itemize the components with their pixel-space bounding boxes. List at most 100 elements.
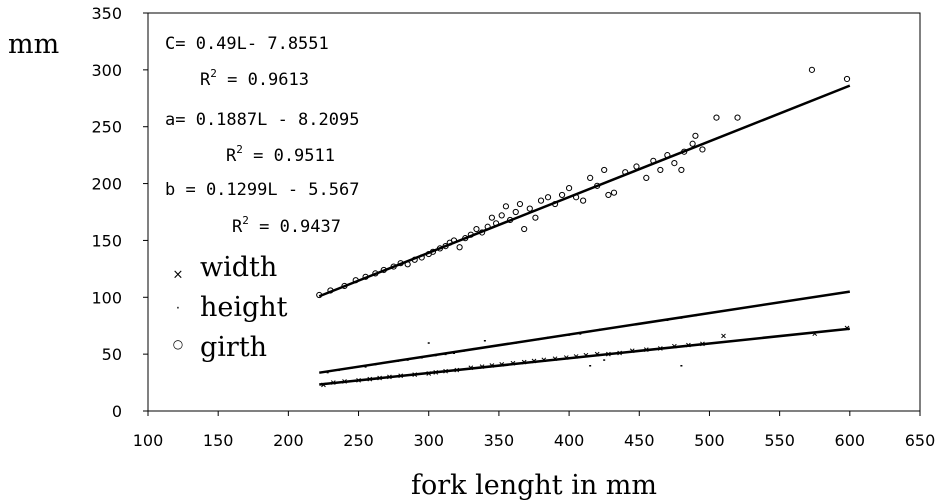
height-point	[610, 327, 613, 329]
girth-point	[713, 114, 720, 121]
width-point	[541, 357, 547, 363]
girth-point	[404, 261, 411, 268]
girth-point	[521, 225, 528, 233]
width-point	[387, 374, 392, 380]
height-point	[624, 325, 627, 327]
girth-point	[467, 231, 474, 238]
height-point	[483, 346, 486, 349]
girth-point	[429, 248, 437, 255]
girth-point	[502, 203, 510, 210]
height-point	[364, 366, 367, 368]
width-point-stroke	[367, 376, 373, 382]
width-point	[377, 375, 382, 381]
girth-point	[843, 75, 851, 83]
girth-point	[478, 229, 486, 236]
girth-point	[544, 194, 552, 201]
width-point-stroke	[563, 355, 569, 360]
girth-point	[512, 208, 519, 216]
girth-point	[580, 197, 587, 204]
girth-point	[450, 237, 458, 244]
equation-height-text: a= 0.1887L - 8.2095	[165, 110, 359, 130]
girth-point	[681, 148, 688, 155]
y-tick-label: 350	[91, 4, 122, 23]
height-point	[434, 354, 437, 357]
width-point-stroke	[657, 346, 663, 351]
girth-point	[622, 169, 629, 176]
x-tick-label: 450	[624, 431, 655, 450]
girth-point	[380, 266, 387, 274]
height-point	[603, 359, 606, 361]
width-point	[489, 363, 495, 368]
equation-height: a= 0.1887L - 8.2095 R2 = 0.9511	[165, 110, 359, 166]
width-point-stroke	[521, 359, 527, 365]
width-point	[412, 372, 418, 377]
height-point	[652, 320, 655, 323]
height-point	[525, 339, 528, 342]
width-point	[443, 368, 448, 374]
height-point	[462, 350, 465, 352]
width-point	[367, 376, 373, 382]
girth-point	[565, 185, 573, 192]
height-point	[598, 328, 601, 331]
height-point	[326, 371, 329, 374]
width-point	[479, 364, 485, 370]
y-tick-label: 0	[112, 402, 122, 421]
girth-point	[664, 152, 671, 159]
legend-width-marker: ×	[173, 268, 184, 283]
girth-point	[418, 254, 425, 261]
width-point	[721, 333, 726, 339]
width-point-stroke	[398, 373, 404, 379]
x-tick-label: 400	[554, 431, 585, 450]
width-point-stroke	[643, 347, 649, 352]
width-point	[342, 379, 347, 384]
width-point	[672, 343, 677, 349]
girth-point	[671, 160, 678, 167]
width-point	[643, 347, 649, 352]
y-tick-label: 50	[102, 345, 122, 364]
width-point-stroke	[721, 333, 726, 339]
width-point-stroke	[433, 369, 439, 375]
girth-point	[537, 197, 545, 204]
width-point	[812, 331, 818, 337]
legend: × width · height ○ girth	[173, 252, 288, 363]
girth-point	[657, 166, 664, 174]
height-point	[337, 369, 340, 372]
girth-point	[601, 166, 608, 174]
equation-girth-text: C= 0.49L- 7.8551	[165, 34, 329, 54]
girth-trendline	[318, 84, 851, 298]
girth-point	[372, 270, 379, 277]
x-axis-title: fork lenght in mm	[411, 470, 657, 501]
girth-point	[462, 235, 469, 242]
equation-width-text: b = 0.1299L - 5.567	[165, 180, 359, 200]
legend-height-label: height	[200, 292, 288, 323]
width-point-stroke	[454, 367, 460, 373]
width-point-stroke	[510, 360, 516, 366]
x-tick-label: 350	[484, 431, 515, 450]
width-point-stroke	[606, 351, 611, 357]
width-point	[552, 356, 558, 362]
width-point-stroke	[617, 350, 622, 356]
width-point	[499, 362, 505, 367]
x-tick-label: 550	[764, 431, 795, 450]
height-point	[680, 365, 683, 367]
girth-point	[594, 182, 601, 189]
width-point-stroke	[700, 341, 705, 347]
width-point	[510, 360, 516, 366]
width-point-stroke	[479, 364, 485, 370]
girth-point	[507, 216, 514, 224]
girth-point	[587, 174, 594, 181]
girth-point	[532, 214, 539, 221]
width-point-stroke	[499, 362, 505, 367]
width-point-stroke	[330, 380, 336, 385]
width-point	[426, 371, 432, 376]
girth-point	[558, 191, 566, 199]
girth-point	[516, 200, 524, 208]
height-point	[483, 339, 486, 342]
height-point	[472, 347, 475, 350]
plot-area	[147, 12, 921, 412]
girth-point	[316, 291, 323, 299]
width-point-stroke	[387, 374, 392, 380]
width-point	[657, 346, 663, 351]
width-point	[468, 365, 474, 371]
